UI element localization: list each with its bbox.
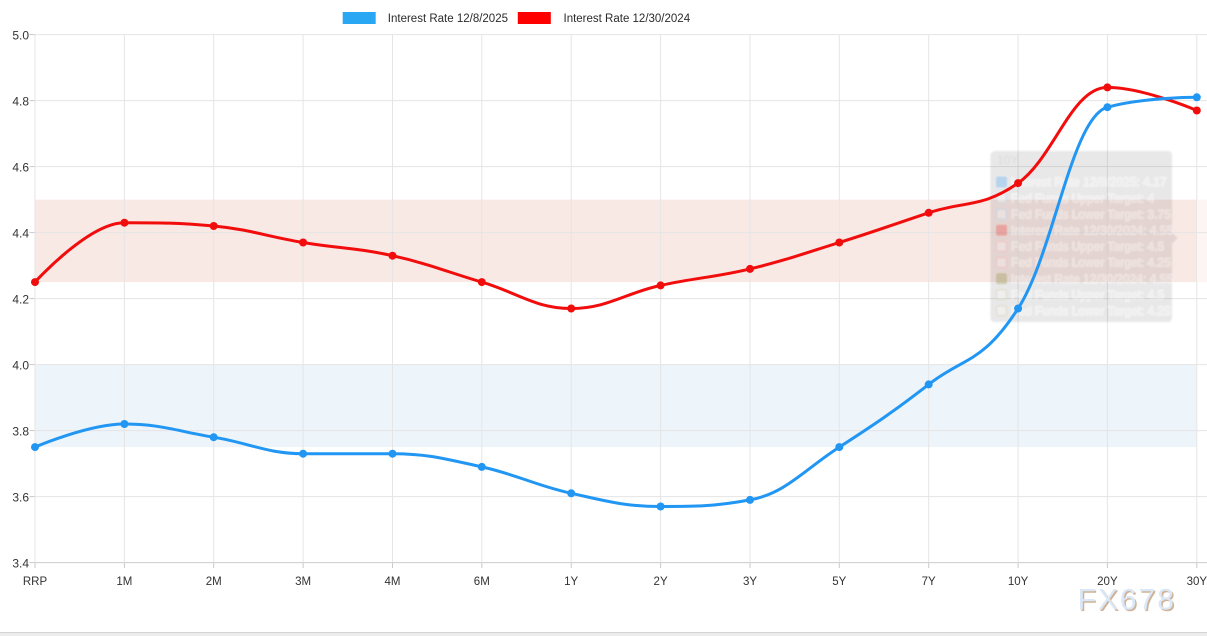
svg-text:10Y: 10Y [997,153,1018,167]
svg-text:Fed Funds Lower Target: 4.25: Fed Funds Lower Target: 4.25 [1011,304,1171,318]
svg-text:Interest Rate 12/30/2024: 4.55: Interest Rate 12/30/2024: 4.55 [1011,272,1173,286]
svg-text:4M: 4M [385,576,401,588]
svg-text:Fed Funds Lower Target: 4.25: Fed Funds Lower Target: 4.25 [1011,256,1171,270]
svg-text:10Y: 10Y [1008,576,1029,588]
svg-text:Interest Rate 12/30/2024: 4.55: Interest Rate 12/30/2024: 4.55 [1011,224,1173,238]
svg-text:1M: 1M [116,576,132,588]
svg-text:2M: 2M [206,576,222,588]
svg-text:4.2: 4.2 [12,293,29,307]
svg-text:4.0: 4.0 [12,359,29,373]
svg-text:FX678: FX678 [1078,584,1176,617]
svg-text:Interest Rate 12/8/2025: 4.17: Interest Rate 12/8/2025: 4.17 [1011,175,1167,189]
svg-text:1Y: 1Y [564,576,578,588]
svg-text:RRP: RRP [23,576,48,588]
svg-text:2Y: 2Y [654,576,668,588]
svg-text:Fed Funds Lower Target: 3.75: Fed Funds Lower Target: 3.75 [1011,207,1171,221]
svg-text:4.8: 4.8 [12,95,29,109]
svg-text:Interest Rate 12/8/2025: Interest Rate 12/8/2025 [388,13,508,25]
svg-text:5Y: 5Y [832,576,846,588]
svg-text:30Y: 30Y [1187,576,1207,588]
svg-text:20Y: 20Y [1097,576,1118,588]
svg-text:Interest Rate 12/30/2024: Interest Rate 12/30/2024 [564,13,691,25]
svg-text:3.6: 3.6 [12,491,29,505]
svg-text:3Y: 3Y [743,576,757,588]
svg-text:5.0: 5.0 [12,29,29,43]
svg-text:7Y: 7Y [922,576,936,588]
svg-text:Fed Funds Upper Target: 4.5: Fed Funds Upper Target: 4.5 [1011,240,1165,254]
svg-text:3.8: 3.8 [12,425,29,439]
svg-text:FX678: FX678 [1079,585,1177,618]
svg-text:6M: 6M [474,576,490,588]
svg-text:Fed Funds Upper Target: 4.5: Fed Funds Upper Target: 4.5 [1011,288,1165,302]
svg-text:Fed Funds Upper Target: 4: Fed Funds Upper Target: 4 [1011,191,1155,205]
svg-text:3M: 3M [295,576,311,588]
svg-text:4.6: 4.6 [12,161,29,175]
svg-text:3.4: 3.4 [12,557,29,571]
svg-text:4.4: 4.4 [12,227,29,241]
